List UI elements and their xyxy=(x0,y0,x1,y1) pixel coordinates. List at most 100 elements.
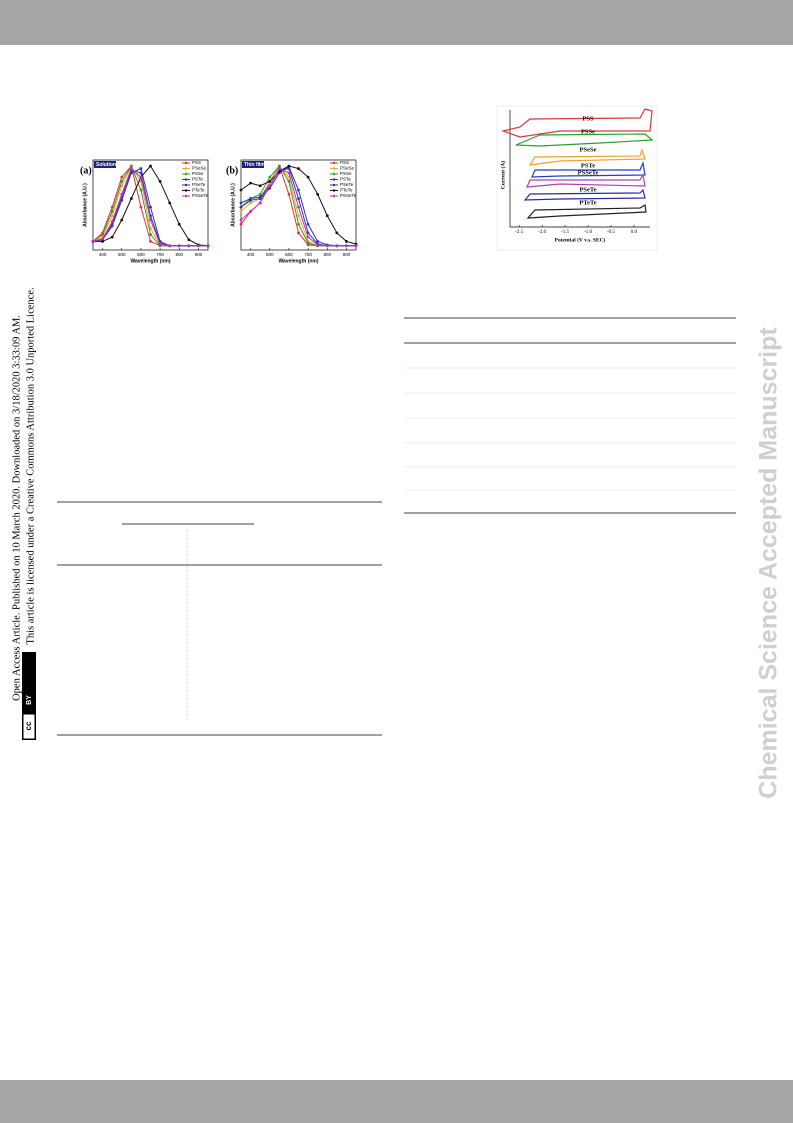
data-point xyxy=(297,231,300,235)
data-point xyxy=(110,235,114,239)
x-tick-label: -2.5 xyxy=(515,230,523,235)
data-point xyxy=(187,238,191,242)
data-point xyxy=(177,244,181,248)
legend-marker xyxy=(184,183,188,187)
legend-label: PTeTe xyxy=(340,188,353,193)
x-tick-label: -1.0 xyxy=(584,230,592,235)
data-point xyxy=(258,184,262,188)
data-point xyxy=(306,175,310,179)
legend-marker xyxy=(184,194,188,198)
data-point xyxy=(239,210,243,213)
data-point xyxy=(325,244,329,248)
legend-label: PSTe xyxy=(192,177,203,182)
legend-label: PSTe xyxy=(340,177,351,182)
x-tick-label: 900 xyxy=(195,252,203,257)
data-point xyxy=(335,244,339,248)
data-point xyxy=(277,164,281,168)
data-point xyxy=(325,214,329,218)
legend-marker xyxy=(332,194,336,198)
data-point xyxy=(91,240,95,243)
data-point xyxy=(120,198,124,202)
table-right xyxy=(404,317,736,514)
legend-marker xyxy=(332,172,336,176)
data-point xyxy=(120,175,124,179)
cc-label: cc xyxy=(24,721,33,730)
x-tick-label: -2.0 xyxy=(538,230,546,235)
data-point xyxy=(258,197,262,200)
legend-marker xyxy=(332,161,336,165)
data-point xyxy=(249,210,252,213)
x-tick-label: 700 xyxy=(304,252,312,257)
data-point xyxy=(110,210,114,213)
condition-label: Thin film xyxy=(244,162,265,168)
data-point xyxy=(306,235,310,239)
condition-box xyxy=(242,161,264,168)
curve-label: PSSeTe xyxy=(578,169,599,176)
data-point xyxy=(120,180,124,183)
panel-label: (a) xyxy=(80,165,92,176)
curve-label: PSeTe xyxy=(579,186,596,193)
data-point xyxy=(306,222,310,226)
condition-label: Solution xyxy=(96,162,116,168)
data-point xyxy=(101,233,104,236)
data-point xyxy=(249,201,252,205)
data-point xyxy=(277,167,281,170)
data-point xyxy=(177,222,181,226)
data-point xyxy=(268,184,272,188)
license-line: This article is licensed under a Creativ… xyxy=(25,287,36,644)
plot-frame xyxy=(240,159,357,251)
legend-label: PSSeTe xyxy=(340,193,357,198)
legend-label: PSSe xyxy=(340,171,352,176)
legend-label: PSS xyxy=(192,160,201,165)
data-point xyxy=(139,205,143,209)
legend-marker xyxy=(332,189,336,192)
data-point xyxy=(297,188,300,192)
condition-box xyxy=(94,161,116,168)
y-axis-label: Absorbance (A.U.) xyxy=(82,183,88,227)
data-point xyxy=(139,188,143,192)
data-point xyxy=(149,240,152,243)
x-tick-label: 600 xyxy=(285,252,293,257)
data-point xyxy=(306,241,310,245)
table-left xyxy=(57,501,382,736)
curve-label: PTeTe xyxy=(579,199,596,206)
x-axis-label: Wavelength (nm) xyxy=(130,258,170,264)
x-tick-label: 800 xyxy=(175,252,183,257)
data-point xyxy=(239,205,243,209)
data-point xyxy=(316,240,320,243)
data-point xyxy=(149,218,152,222)
data-point xyxy=(110,224,114,228)
data-point xyxy=(354,244,358,248)
license-line: Open Access Article. Published on 10 Mar… xyxy=(11,315,22,701)
data-point xyxy=(206,244,210,248)
data-point xyxy=(158,242,162,246)
data-point xyxy=(335,231,339,235)
data-point xyxy=(287,180,291,183)
data-point xyxy=(297,222,300,226)
data-point xyxy=(149,205,152,209)
data-point xyxy=(158,180,162,183)
curve-label: PSSe xyxy=(581,128,595,135)
data-point xyxy=(239,222,243,226)
data-point xyxy=(129,164,133,168)
data-point xyxy=(268,180,272,183)
data-point xyxy=(197,244,200,248)
curve-label: PSS xyxy=(582,115,594,122)
x-axis-label: Potential (V v.s. SEC) xyxy=(555,236,606,243)
cc-badge: cc BY xyxy=(22,652,36,740)
data-point xyxy=(316,192,320,196)
plot-frame xyxy=(92,159,209,251)
x-tick-label: 800 xyxy=(323,252,331,257)
legend-marker xyxy=(184,167,188,170)
legend-label: PSeSe xyxy=(192,166,207,171)
data-point xyxy=(239,188,243,192)
data-point xyxy=(258,192,262,196)
legend-label: PTeTe xyxy=(192,188,205,193)
x-tick-label: -0.5 xyxy=(607,230,615,235)
data-point xyxy=(345,240,348,243)
data-point xyxy=(129,171,133,175)
data-point xyxy=(110,214,114,218)
x-tick-label: 400 xyxy=(99,252,107,257)
data-point xyxy=(249,198,252,202)
panel-label: (b) xyxy=(226,165,238,176)
